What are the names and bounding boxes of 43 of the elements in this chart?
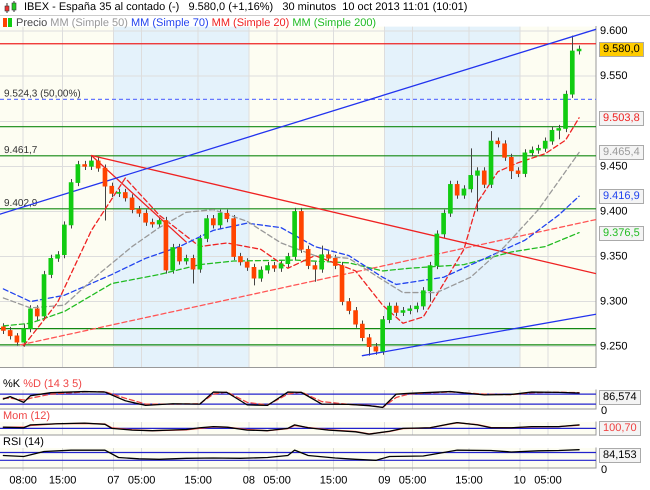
x-tick-label: 05:00 <box>128 474 156 487</box>
x-tick-label: 15:00 <box>455 474 483 487</box>
annotation: 86,574 <box>599 390 641 405</box>
x-tick-label: 07 <box>107 474 120 487</box>
series-label: %K <box>3 378 22 390</box>
x-tick-label: 15:00 <box>320 474 348 487</box>
text: 0 <box>601 405 608 417</box>
text: 0 <box>601 464 608 476</box>
x-tick-label: 15:00 <box>48 474 76 487</box>
y-tick-label: 9.550 <box>600 70 628 82</box>
annotation: 100,70 <box>599 421 641 436</box>
text: MM (Simple 70) <box>130 17 210 29</box>
x-tick-label: 08 <box>242 474 256 487</box>
x-tick-label: 10 <box>514 474 526 487</box>
series-label: %D (14 3 5) <box>23 378 83 390</box>
annotation: 84,153 <box>599 448 641 463</box>
text: MM (Simple 50) <box>50 17 129 29</box>
x-tick-label: 09 <box>378 474 390 487</box>
y-tick-label: 9.300 <box>600 296 628 308</box>
text: MM (Simple 200) <box>292 17 378 29</box>
ref-line-label: 9.402,9 <box>4 198 38 209</box>
series-label: Mom (12) <box>3 410 52 422</box>
annotation: 9.416,9 <box>599 189 644 204</box>
annotation: 9.465,4 <box>599 145 644 160</box>
x-tick-label: 08:00 <box>9 474 37 487</box>
legend-label: Precio <box>15 17 48 29</box>
annotation: 9.503,8 <box>599 110 644 126</box>
ref-line-label: 9.461,7 <box>4 144 38 156</box>
x-tick-label: 05:00 <box>398 474 426 487</box>
ref-line-label: 9.524,3 (50,00%) <box>4 88 81 100</box>
x-tick-label: 05:00 <box>534 474 562 487</box>
y-tick-label: 9.450 <box>600 160 628 172</box>
annotation: 9.376,5 <box>599 226 644 241</box>
x-tick-label: 05:00 <box>263 474 291 487</box>
x-tick-label: 15:00 <box>184 474 212 487</box>
y-tick-label: 9.350 <box>600 250 628 263</box>
y-tick-label: 9.600 <box>600 25 628 38</box>
text: MM (Simple 20) <box>212 17 290 29</box>
y-tick-label: 9.400 <box>600 205 628 218</box>
y-tick-label: 9.250 <box>600 340 628 353</box>
series-label: RSI (14) <box>3 436 45 448</box>
annotation: 9.580,0 <box>599 42 644 58</box>
chart-title: IBEX - España 35 al contado (-) 9.580,0 (+1,16%) 30 minutos 10 oct 2013 11:01 (10:01) <box>24 0 468 15</box>
